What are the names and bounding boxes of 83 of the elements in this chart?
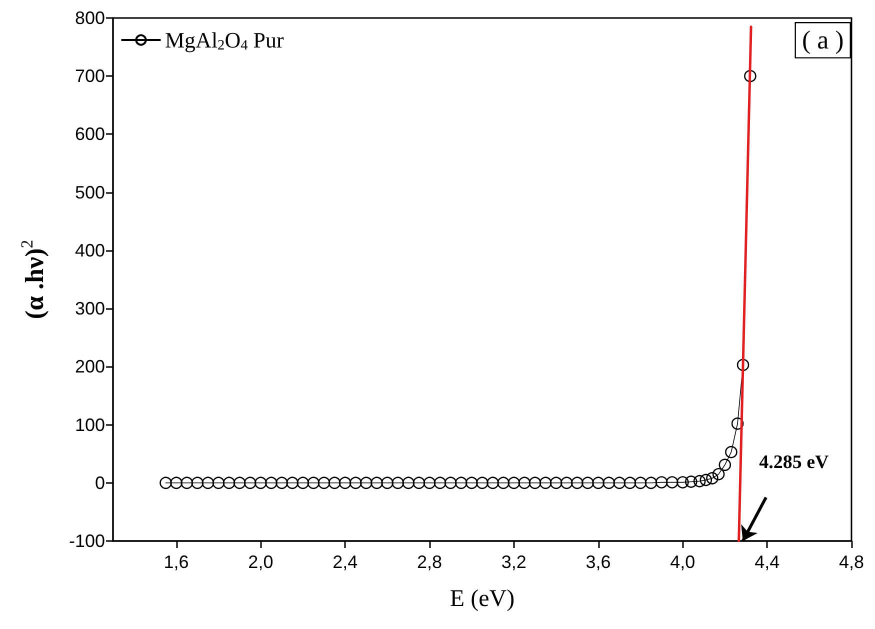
point xyxy=(497,476,510,490)
point xyxy=(550,476,562,490)
point xyxy=(180,476,193,490)
point xyxy=(731,417,744,430)
point xyxy=(539,476,552,490)
point xyxy=(434,476,446,490)
point xyxy=(455,476,468,490)
point xyxy=(360,476,372,490)
point xyxy=(402,476,415,490)
point xyxy=(191,476,204,490)
y-tick-label: 600 xyxy=(74,124,105,144)
point xyxy=(350,476,362,490)
point xyxy=(370,476,383,490)
point xyxy=(222,476,236,490)
point xyxy=(725,446,738,458)
point xyxy=(744,70,756,82)
point xyxy=(613,476,626,490)
point xyxy=(338,476,352,490)
point xyxy=(276,476,288,490)
point xyxy=(602,476,615,490)
y-tick-label: 0 xyxy=(94,472,105,493)
y-tick-label: 100 xyxy=(74,414,105,435)
point xyxy=(592,476,604,490)
point xyxy=(244,476,256,490)
point xyxy=(582,476,594,490)
point xyxy=(307,476,320,490)
point xyxy=(254,476,267,490)
point xyxy=(265,476,278,490)
point xyxy=(476,476,488,490)
point xyxy=(508,476,520,490)
point xyxy=(706,472,718,484)
y-tick-label: 400 xyxy=(74,240,105,260)
y-tick-label: 500 xyxy=(74,182,105,202)
point xyxy=(412,476,426,490)
point xyxy=(444,476,457,490)
point xyxy=(718,458,732,472)
point xyxy=(693,475,706,488)
point xyxy=(423,476,436,490)
point xyxy=(486,476,499,490)
y-tick-label: -100 xyxy=(68,531,105,551)
point xyxy=(624,476,636,490)
annotation: 4.285 eV xyxy=(759,452,830,473)
point xyxy=(381,476,394,490)
point xyxy=(736,358,750,372)
point xyxy=(518,476,531,490)
x-tick-label: 2,8 xyxy=(416,552,442,572)
point xyxy=(202,476,214,490)
x-tick-label: 3,2 xyxy=(501,552,526,572)
point xyxy=(286,476,298,490)
point xyxy=(655,476,668,488)
point xyxy=(296,476,310,490)
point xyxy=(571,476,584,490)
x-axis-title: E (eV) xyxy=(450,586,515,612)
x-tick-label: 1,6 xyxy=(164,552,189,572)
y-tick-label: 700 xyxy=(74,66,105,86)
y-tick-label: 200 xyxy=(74,356,105,377)
point xyxy=(634,476,647,490)
x-tick-label: 2,0 xyxy=(248,552,274,572)
point xyxy=(676,476,689,488)
x-tick-label: 2,4 xyxy=(332,552,358,572)
annotation: ( a ) xyxy=(802,26,844,55)
point xyxy=(684,476,698,488)
point xyxy=(466,476,478,490)
point xyxy=(318,476,330,490)
y-axis-title: (α .hν)2 xyxy=(17,240,50,320)
point xyxy=(528,476,542,490)
point xyxy=(644,476,658,490)
point xyxy=(700,474,712,486)
point xyxy=(712,468,725,480)
y-tick-label: 800 xyxy=(74,8,105,28)
point xyxy=(560,476,573,490)
point xyxy=(160,476,172,490)
x-tick-label: 4,8 xyxy=(838,552,864,572)
point xyxy=(392,476,404,490)
y-tick-label: 300 xyxy=(74,298,105,319)
point xyxy=(328,476,341,490)
point xyxy=(666,476,678,488)
point xyxy=(212,476,225,490)
x-tick-label: 4,0 xyxy=(670,552,696,572)
point xyxy=(170,476,182,490)
x-tick-label: 3,6 xyxy=(586,552,611,572)
point xyxy=(233,476,246,490)
x-tick-label: 4,4 xyxy=(754,552,780,572)
